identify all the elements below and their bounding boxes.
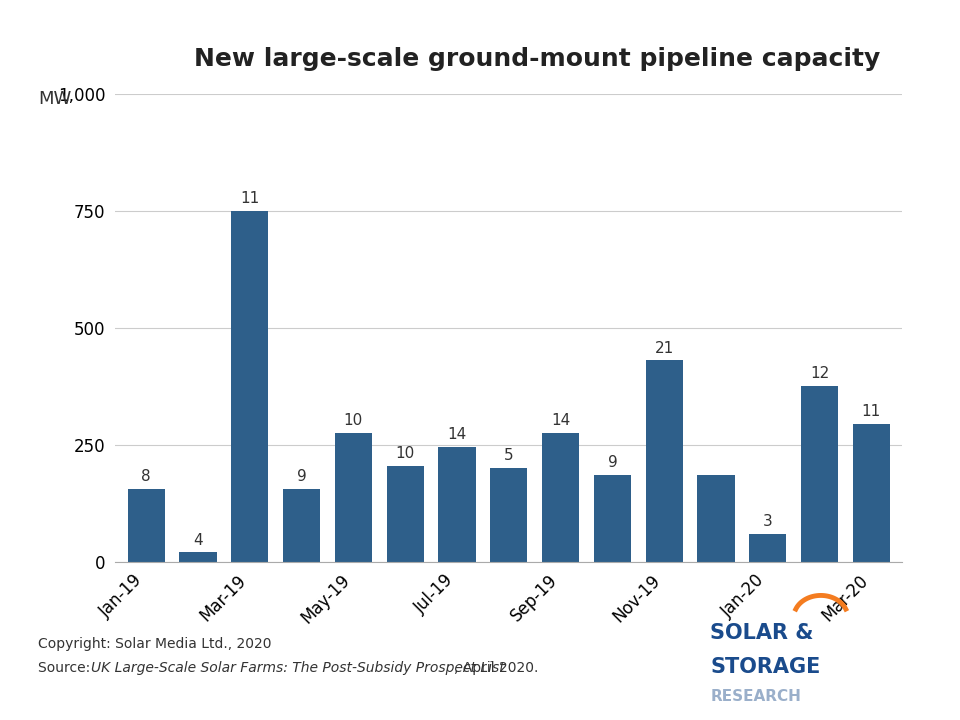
Bar — [801, 386, 838, 562]
Bar — [231, 210, 269, 562]
Bar — [439, 447, 475, 562]
Text: STORAGE: STORAGE — [710, 657, 821, 678]
Text: UK Large-Scale Solar Farms: The Post-Subsidy Prospect List: UK Large-Scale Solar Farms: The Post-Sub… — [91, 661, 505, 675]
Bar — [335, 433, 372, 562]
Bar — [128, 489, 165, 562]
Text: New large-scale ground-mount pipeline capacity: New large-scale ground-mount pipeline ca… — [195, 47, 880, 71]
Bar — [387, 466, 424, 562]
Bar — [749, 534, 786, 562]
Text: 14: 14 — [551, 413, 570, 428]
Text: 9: 9 — [608, 455, 617, 470]
Text: SOLAR &: SOLAR & — [710, 623, 814, 643]
Bar — [180, 552, 217, 562]
Bar — [283, 489, 321, 562]
Bar — [645, 360, 683, 562]
Text: Copyright: Solar Media Ltd., 2020: Copyright: Solar Media Ltd., 2020 — [38, 637, 272, 651]
Bar — [593, 475, 631, 562]
Bar — [852, 423, 890, 562]
Text: 5: 5 — [504, 449, 514, 464]
Text: MW: MW — [38, 90, 72, 108]
Text: 21: 21 — [655, 341, 674, 356]
Text: 12: 12 — [810, 366, 829, 382]
Text: RESEARCH: RESEARCH — [710, 689, 802, 704]
Text: 8: 8 — [141, 469, 151, 485]
Bar — [697, 475, 734, 562]
Text: 11: 11 — [862, 404, 881, 419]
Text: 10: 10 — [344, 413, 363, 428]
Text: Source:: Source: — [38, 661, 95, 675]
Text: 11: 11 — [240, 191, 259, 206]
Text: 14: 14 — [447, 427, 467, 442]
Text: 3: 3 — [763, 514, 773, 528]
Text: 9: 9 — [297, 469, 306, 485]
Bar — [542, 433, 579, 562]
Text: , April 2020.: , April 2020. — [454, 661, 539, 675]
Bar — [491, 468, 527, 562]
Text: 10: 10 — [396, 446, 415, 461]
Text: 4: 4 — [193, 533, 203, 547]
